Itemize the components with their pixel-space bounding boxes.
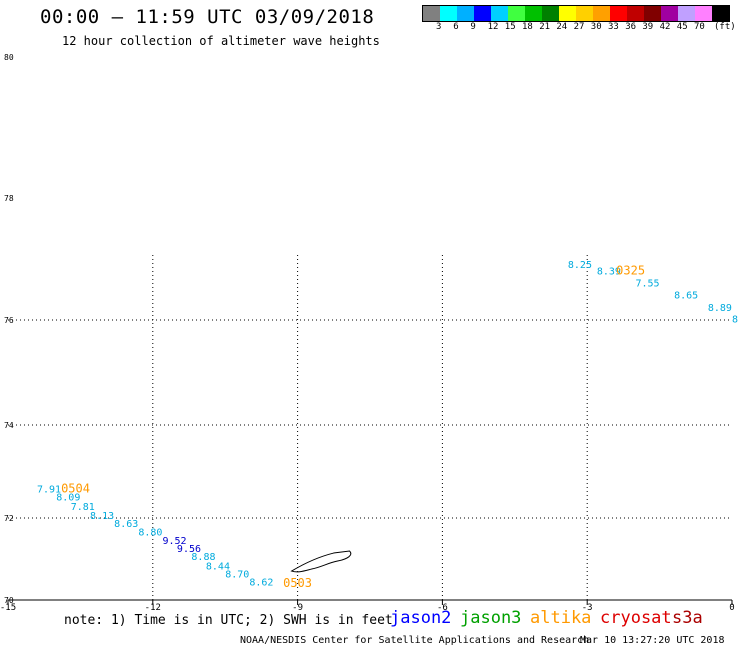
color-swatch bbox=[695, 6, 712, 21]
map-title: 00:00 – 11:59 UTC 03/09/2018 bbox=[40, 6, 375, 28]
color-swatch bbox=[542, 6, 559, 21]
wave-height-value: 9.56 bbox=[177, 544, 201, 555]
color-scale-label: 30 bbox=[590, 22, 602, 32]
color-scale-label: 15 bbox=[504, 22, 516, 32]
color-swatch bbox=[508, 6, 525, 21]
color-scale-label: 39 bbox=[642, 22, 654, 32]
color-scale-label: 12 bbox=[487, 22, 499, 32]
pass-time-label: 0504 bbox=[61, 481, 90, 495]
wave-height-value: 8.88 bbox=[191, 552, 215, 563]
latitude-tick-label: 72 bbox=[4, 514, 14, 523]
color-scale-label: 36 bbox=[625, 22, 637, 32]
wave-height-value: 8.62 bbox=[249, 578, 273, 589]
wave-height-value: 8.39 bbox=[597, 266, 621, 277]
longitude-tick-label: -9 bbox=[292, 603, 303, 613]
color-scale-label: 27 bbox=[573, 22, 585, 32]
wave-height-value: 8.09 bbox=[56, 492, 80, 503]
color-swatch bbox=[627, 6, 644, 21]
generation-timestamp: Mar 10 13:27:20 UTC 2018 bbox=[580, 635, 725, 646]
color-scale-label: 18 bbox=[522, 22, 533, 32]
wave-height-value: 7.91 bbox=[37, 484, 61, 495]
color-swatch bbox=[678, 6, 695, 21]
color-scale-unit: (ft) bbox=[714, 22, 736, 32]
wave-height-value: 8.25 bbox=[568, 260, 592, 271]
longitude-tick-label: -6 bbox=[437, 603, 448, 613]
color-swatch bbox=[525, 6, 542, 21]
longitude-tick-label: -12 bbox=[145, 603, 161, 613]
longitude-tick-label: -3 bbox=[582, 603, 593, 613]
color-swatch bbox=[644, 6, 661, 21]
color-scale-label: 45 bbox=[676, 22, 688, 32]
color-scale-label: 24 bbox=[556, 22, 568, 32]
color-swatch bbox=[576, 6, 593, 21]
color-swatch bbox=[474, 6, 491, 21]
wave-height-value: 8.80 bbox=[138, 528, 162, 539]
color-swatch bbox=[593, 6, 610, 21]
pass-time-label: 0325 bbox=[616, 263, 645, 277]
wave-height-value: 8.63 bbox=[114, 519, 138, 530]
satellite-legend-item: cryosat bbox=[600, 608, 672, 628]
satellite-legend-item: jason3 bbox=[460, 608, 522, 628]
color-scale-label: 3 bbox=[436, 22, 442, 32]
wave-height-value: 8.65 bbox=[674, 291, 698, 302]
latitude-tick-label: 76 bbox=[4, 316, 14, 325]
color-scale-label: 21 bbox=[539, 22, 551, 32]
latitude-tick-label: 74 bbox=[4, 421, 14, 430]
wave-height-value: 8.44 bbox=[206, 561, 230, 572]
footer-note: note: 1) Time is in UTC; 2) SWH is in fe… bbox=[64, 613, 393, 628]
satellite-legend-item: s3a bbox=[672, 608, 703, 628]
color-swatch bbox=[712, 6, 729, 21]
pass-time-label: 0503 bbox=[283, 576, 312, 590]
wave-height-value: 9.52 bbox=[162, 536, 186, 547]
color-scale-label: 42 bbox=[659, 22, 671, 32]
wave-height-value: 8 bbox=[732, 315, 738, 326]
color-scale-label: 6 bbox=[453, 22, 459, 32]
color-swatch bbox=[661, 6, 678, 21]
color-scale-label: 33 bbox=[608, 22, 619, 32]
wave-height-value: 8.13 bbox=[90, 511, 114, 522]
wave-height-value: 7.81 bbox=[71, 502, 95, 513]
color-scale-label: 9 bbox=[470, 22, 476, 32]
color-swatch bbox=[610, 6, 627, 21]
credit-text: NOAA/NESDIS Center for Satellite Applica… bbox=[240, 635, 590, 646]
color-scale-legend bbox=[422, 5, 730, 22]
satellite-legend-item: jason2 bbox=[390, 608, 452, 628]
latitude-tick-label: 80 bbox=[4, 53, 14, 62]
wave-height-value: 7.55 bbox=[635, 278, 659, 289]
jan-mayen-outline bbox=[290, 550, 352, 573]
color-swatch bbox=[491, 6, 508, 21]
color-scale-label: 70 bbox=[694, 22, 705, 32]
map-subtitle: 12 hour collection of altimeter wave hei… bbox=[62, 34, 380, 48]
color-swatch bbox=[423, 6, 440, 21]
color-swatch bbox=[559, 6, 576, 21]
latitude-tick-label: 78 bbox=[4, 194, 14, 203]
color-swatch bbox=[457, 6, 474, 21]
satellite-legend-item: altika bbox=[530, 608, 592, 628]
color-swatch bbox=[440, 6, 457, 21]
latitude-tick-label: 70 bbox=[4, 596, 14, 605]
wave-height-value: 8.70 bbox=[225, 569, 249, 580]
longitude-tick-label: 0 bbox=[729, 603, 734, 613]
wave-height-value: 8.89 bbox=[708, 303, 732, 314]
longitude-tick-label: -15 bbox=[0, 603, 16, 613]
